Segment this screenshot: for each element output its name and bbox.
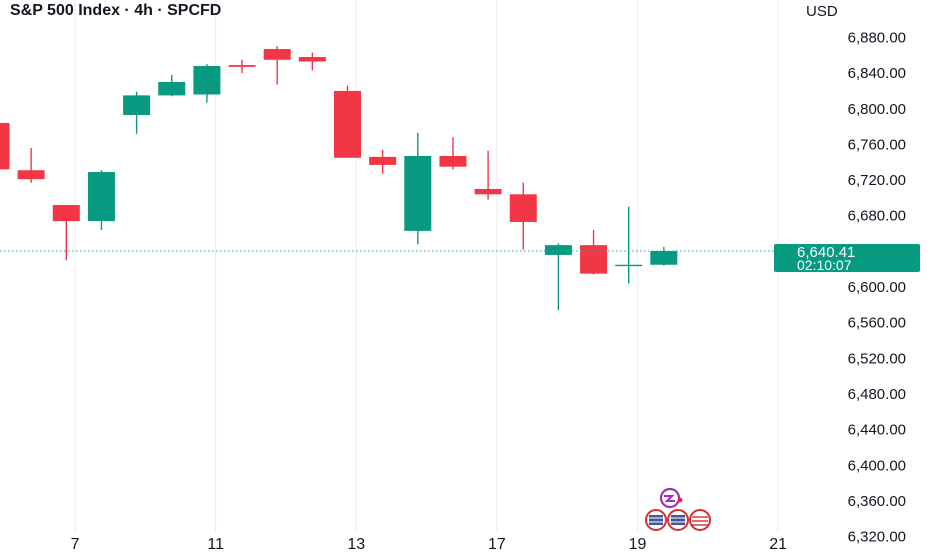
time-axis[interactable]: 7 11 13 17 19 21 — [71, 536, 787, 553]
candle-body-18 — [615, 264, 643, 267]
y-tick-label-5: 6,680.00 — [848, 208, 906, 225]
x-tick-label-2: 13 — [347, 536, 365, 550]
candle-15 — [509, 182, 537, 250]
candle-body-7 — [228, 65, 256, 67]
candle-10 — [334, 85, 361, 158]
x-tick-label-3: 17 — [488, 536, 506, 550]
candle-12 — [404, 132, 432, 245]
candle-body-8 — [263, 49, 291, 60]
y-tick-label-11: 6,400.00 — [848, 457, 906, 474]
candle-body-0 — [0, 123, 10, 170]
candle-9 — [298, 52, 326, 71]
price-axis[interactable]: 6,880.00 6,840.00 6,800.00 6,760.00 6,720.00… — [848, 29, 906, 545]
x-tick-label-4: 19 — [629, 536, 647, 550]
candle-14 — [474, 150, 502, 200]
candle-body-15 — [509, 194, 537, 222]
candle-5 — [158, 74, 186, 97]
y-tick-label-10: 6,440.00 — [848, 422, 906, 439]
y-tick-label-12: 6,360.00 — [848, 493, 906, 510]
candle-body-19 — [650, 251, 678, 265]
watermark-logo-icon — [645, 488, 711, 531]
y-tick-label-9: 6,480.00 — [848, 386, 906, 403]
candles — [0, 46, 678, 311]
candle-13 — [439, 137, 467, 170]
currency-label[interactable]: USD — [806, 3, 838, 20]
last-price-label-bg — [774, 244, 920, 272]
x-tick-label-5: 21 — [769, 536, 787, 550]
candle-body-3 — [87, 172, 115, 222]
candle-body-5 — [158, 82, 186, 96]
candle-17 — [580, 229, 608, 275]
candle-body-6 — [193, 65, 221, 95]
candle-18 — [615, 206, 643, 284]
candle-body-13 — [439, 155, 467, 167]
grid-lines — [74, 0, 779, 532]
candle-body-14 — [474, 188, 502, 195]
candle-2 — [52, 205, 80, 261]
candle-4 — [123, 91, 151, 134]
last-price-label: 6,640.41 02:10:07 — [774, 244, 920, 273]
y-tick-label-6: 6,600.00 — [848, 279, 906, 296]
candle-body-17 — [580, 245, 608, 274]
candle-7 — [228, 59, 256, 74]
candle-0 — [0, 123, 10, 170]
candle-body-16 — [544, 245, 572, 255]
candle-body-12 — [404, 155, 432, 231]
candle-8 — [263, 46, 291, 85]
last-price-value: 6,640.41 — [797, 244, 855, 261]
y-tick-label-1: 6,840.00 — [848, 65, 906, 82]
candle-19 — [650, 246, 678, 266]
y-tick-label-3: 6,760.00 — [848, 136, 906, 153]
candle-body-9 — [298, 57, 326, 62]
candle-body-2 — [52, 205, 80, 222]
x-tick-label-0: 7 — [71, 536, 80, 550]
y-tick-label-2: 6,800.00 — [848, 101, 906, 118]
candle-3 — [87, 170, 115, 230]
y-tick-label-13: 6,320.00 — [848, 529, 906, 546]
countdown-timer: 02:10:07 — [797, 257, 852, 273]
candle-1 — [17, 147, 45, 183]
candle-16 — [544, 243, 572, 311]
y-tick-label-4: 6,720.00 — [848, 172, 906, 189]
symbol-title: S&P 500 Index · 4h · SPCFD — [10, 2, 222, 19]
y-tick-label-7: 6,560.00 — [848, 315, 906, 332]
x-tick-label-1: 11 — [207, 536, 224, 550]
candle-11 — [369, 149, 397, 174]
candle-body-10 — [334, 90, 361, 158]
y-tick-label-8: 6,520.00 — [848, 350, 906, 367]
candle-body-1 — [17, 170, 45, 180]
y-tick-label-0: 6,880.00 — [848, 29, 906, 46]
candle-body-11 — [369, 156, 397, 165]
candle-6 — [193, 64, 221, 103]
candle-body-4 — [123, 95, 151, 115]
